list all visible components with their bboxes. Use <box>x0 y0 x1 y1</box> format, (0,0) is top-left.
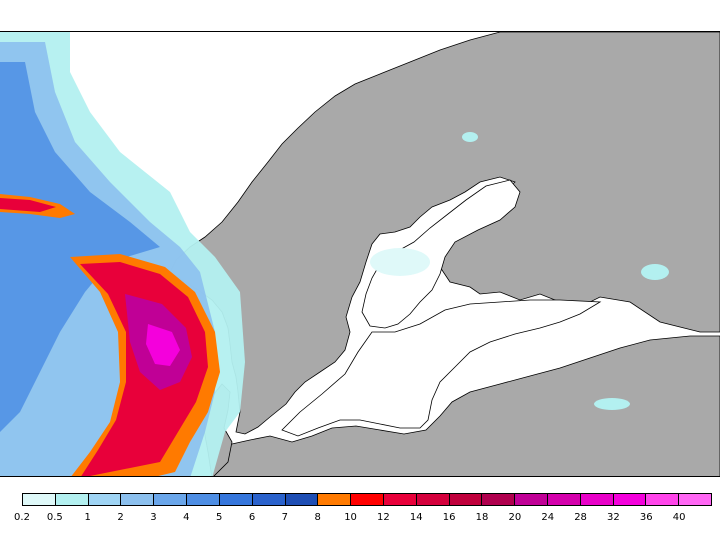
legend-tick-label: 6 <box>248 512 256 523</box>
legend-tick-label: 16 <box>442 512 456 523</box>
precip-core <box>146 324 180 366</box>
precip-patch-south <box>594 398 630 410</box>
legend-swatch <box>187 494 220 505</box>
legend-swatch <box>580 494 614 505</box>
legend-tick-label: 18 <box>475 512 489 523</box>
legend-color-bar <box>22 493 712 506</box>
legend-tick-label: 40 <box>672 512 686 523</box>
precipitation-map[interactable] <box>0 31 720 477</box>
legend-tick-label: 0.5 <box>46 512 63 523</box>
continental-europe-land <box>211 335 720 476</box>
legend-tick-label: 32 <box>607 512 620 523</box>
legend-swatch <box>613 494 647 505</box>
legend-swatch <box>416 494 450 505</box>
legend-swatch <box>154 494 188 505</box>
precipitation-legend: 0.2 0.5 1 2 3 4 5 6 7 8 10 12 14 16 18 20 24 28 32 36 40 <box>14 493 712 533</box>
legend-tick-label: 3 <box>150 512 157 523</box>
legend-tick-label: 12 <box>377 512 390 523</box>
legend-swatch <box>88 494 122 505</box>
legend-swatch <box>318 494 352 505</box>
legend-swatch <box>646 494 680 505</box>
legend-tick-label: 20 <box>508 512 522 523</box>
precip-atlantic-inner <box>0 62 160 432</box>
legend-tick-label: 0.2 <box>14 512 30 523</box>
legend-tick-label: 5 <box>215 512 223 523</box>
legend-swatch <box>23 494 56 505</box>
baltic-sea <box>281 299 602 437</box>
legend-tick-label: 28 <box>574 512 587 523</box>
legend-swatch <box>55 494 89 505</box>
legend-swatch <box>285 494 319 505</box>
legend-tick-label: 7 <box>281 512 289 523</box>
legend-tick-label: 10 <box>344 512 357 523</box>
legend-swatch <box>219 494 253 505</box>
legend-swatch <box>121 494 155 505</box>
legend-swatch <box>383 494 417 505</box>
legend-tick-label: 14 <box>409 512 423 523</box>
legend-tick-label: 36 <box>639 512 653 523</box>
legend-tick-label: 8 <box>314 512 321 523</box>
legend-tick-label: 4 <box>183 512 190 523</box>
precip-streak-west-core <box>0 198 56 212</box>
legend-swatch <box>252 494 286 505</box>
precip-patch-russia <box>641 264 669 280</box>
legend-swatch <box>548 494 581 505</box>
legend-swatch <box>515 494 548 505</box>
scandinavia-land <box>169 32 720 435</box>
legend-tick-label: 2 <box>117 512 124 523</box>
legend-swatch <box>351 494 384 505</box>
map-canvas <box>0 32 720 476</box>
legend-tick-label: 1 <box>84 512 91 523</box>
precip-patch-bothnia <box>370 248 430 276</box>
legend-swatch <box>449 494 483 505</box>
legend-tick-label: 24 <box>541 512 555 523</box>
legend-swatch <box>482 494 516 505</box>
legend-swatch <box>679 494 712 505</box>
precip-patch-lapland <box>462 132 478 142</box>
gulf-of-bothnia <box>361 179 521 329</box>
